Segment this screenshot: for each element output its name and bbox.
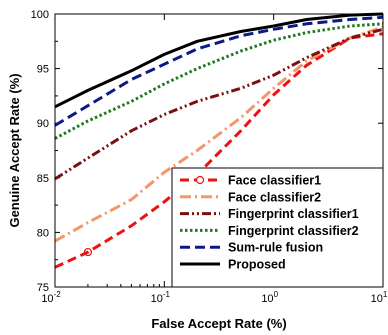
x-tick-label: 10-2: [41, 290, 61, 305]
legend: Face classifier1 Face classifier2 Fingerpr…: [171, 167, 384, 288]
legend-label-face-classifier2: Face classifier2: [228, 190, 321, 204]
legend-label-face-classifier1: Face classifier1: [228, 174, 321, 188]
x-tick-exponent: -1: [163, 290, 171, 299]
x-tick-exponent: 1: [383, 290, 388, 299]
x-tick-base: 10: [261, 293, 273, 305]
series-line-fingerprint-classifier2: [54, 22, 384, 140]
y-tick-label: 100: [31, 9, 49, 21]
x-tick-exponent: 0: [274, 290, 279, 299]
x-tick-base: 10: [371, 293, 383, 305]
series-line-face-classifier1: [54, 32, 384, 269]
x-tick-label: 101: [371, 290, 388, 305]
x-tick-label: 100: [261, 290, 278, 305]
y-axis-ticks: 75 80 85 90 95 100: [31, 9, 383, 294]
y-tick-label: 75: [37, 282, 49, 294]
y-tick-label: 80: [37, 227, 49, 239]
x-tick-exponent: -2: [54, 290, 62, 299]
series-line-proposed: [54, 12, 384, 109]
x-tick-label: 10-1: [151, 290, 171, 305]
legend-label-sum-rule-fusion: Sum-rule fusion: [228, 241, 323, 255]
series-layer: [54, 12, 384, 269]
x-tick-base: 10: [41, 293, 53, 305]
series-line-face-classifier2: [54, 25, 384, 243]
legend-box: [171, 167, 384, 288]
legend-marker-face-classifier1: [195, 175, 205, 185]
x-axis-label: False Accept Rate (%): [151, 316, 286, 331]
legend-label-fingerprint-classifier2: Fingerprint classifier2: [228, 224, 359, 238]
series-line-sum-rule-fusion: [54, 15, 384, 127]
series-marker-face-classifier1: [83, 247, 93, 257]
y-tick-label: 95: [37, 64, 49, 76]
x-tick-base: 10: [151, 293, 163, 305]
series-line-fingerprint-classifier1: [54, 27, 384, 181]
legend-label-fingerprint-classifier1: Fingerprint classifier1: [228, 207, 359, 221]
y-tick-label: 85: [37, 173, 49, 185]
y-tick-label: 90: [37, 118, 49, 130]
y-axis-label: Genuine Accept Rate (%): [7, 73, 22, 227]
legend-label-proposed: Proposed: [228, 258, 286, 272]
